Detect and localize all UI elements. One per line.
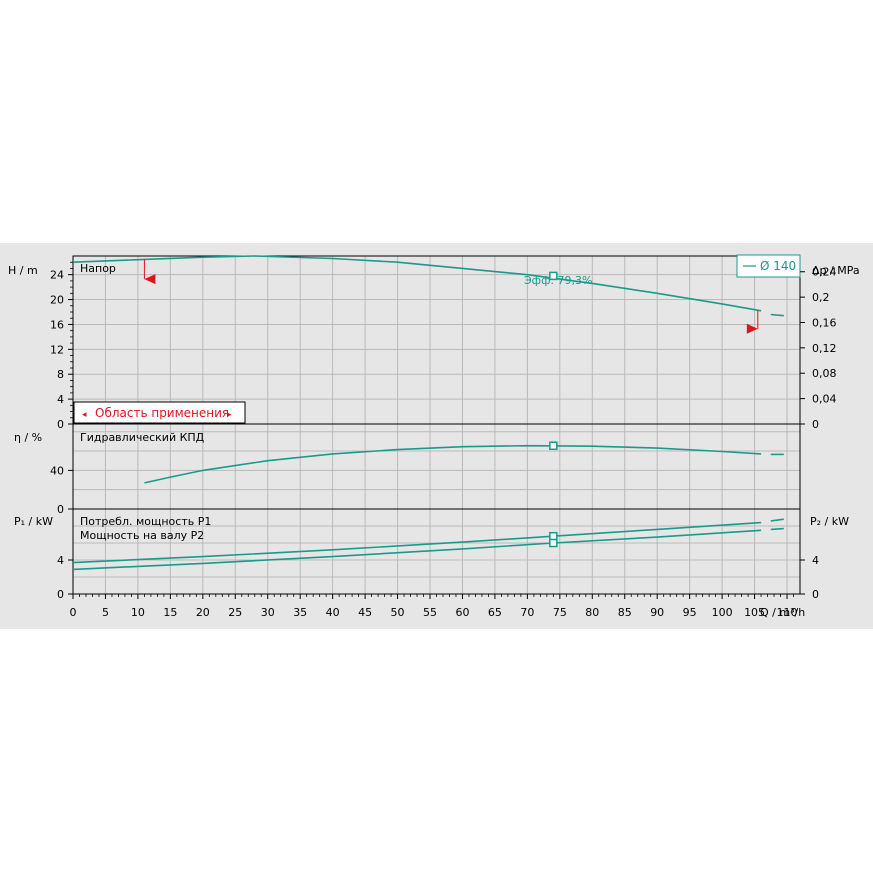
x-tick-label: 60 [455,606,469,619]
x-tick-label: 35 [293,606,307,619]
x-tick-label: 55 [423,606,437,619]
eff-y-label: η / % [14,431,42,444]
x-tick-label: 70 [520,606,534,619]
x-axis-label: Q / m³/h [760,606,805,619]
legend: Ø 140 [736,254,801,278]
curves [72,255,784,571]
efficiency-annotation: Эфф. 79,3% [524,274,592,287]
power-y-tick-label: 0 [57,588,64,601]
p1-curve [72,521,762,564]
head-y-right-tick-label: 0 [812,418,819,431]
range-arrow-left-icon: ◂ [82,410,87,420]
head-y-tick-label: 0 [57,418,64,431]
head-y-right-tick-label: 0,2 [812,291,830,304]
x-tick-label: 0 [70,606,77,619]
p2-curve-extension [770,527,784,531]
x-tick-label: 15 [163,606,177,619]
range-arrow-right-icon: ▸ [227,410,232,420]
head-y-tick-label: 24 [50,269,64,282]
x-tick-label: 95 [683,606,697,619]
x-tick-label: 100 [712,606,733,619]
power-y-right-tick-label: 0 [812,588,819,601]
pump-performance-chart: H / m Δp / MPa Напор η / % Гидравлически… [8,254,860,619]
head-y-right-tick-label: 0,16 [812,317,837,330]
head-y-tick-label: 20 [50,294,64,307]
p2-curve [72,529,762,571]
power-y-label: P₁ / kW [14,515,53,528]
x-tick-label: 20 [196,606,210,619]
power-title-p2: Мощность на валу P2 [80,529,204,542]
head-y-right-tick-label: 0,24 [812,266,837,279]
x-tick-label: 80 [585,606,599,619]
x-tick-label: 45 [358,606,372,619]
x-tick-label: 65 [488,606,502,619]
x-tick-label: 75 [553,606,567,619]
head-y-right-tick-label: 0,08 [812,367,837,380]
x-tick-label: 30 [261,606,275,619]
legend-box [736,254,801,278]
head-y-right-tick-label: 0,12 [812,342,837,355]
x-tick-label: 5 [102,606,109,619]
head-curve-extension [770,313,784,317]
head-y-tick-label: 16 [50,318,64,331]
eff-y-tick-label: 40 [50,464,64,477]
head-curve [72,255,762,312]
x-tick-label: 10 [131,606,145,619]
head-operating-point [549,271,558,281]
plot-frames [72,255,801,595]
eff-title: Гидравлический КПД [80,431,205,444]
efficiency-operating-point [549,441,558,450]
range-min-marker [144,274,156,285]
head-y-tick-label: 12 [50,343,64,356]
head-y-tick-label: 8 [57,368,64,381]
power-y-right-tick-label: 4 [812,554,819,567]
p1-operating-point [549,531,558,541]
x-tick-label: 105 [744,606,765,619]
application-range-box: ◂ Область применения ▸ [73,401,246,424]
legend-text: Ø 140 [760,259,796,273]
head-y-label: H / m [8,264,38,277]
range-max-marker [746,323,758,334]
eff-y-tick-label: 0 [57,503,64,516]
power-y-tick-label: 4 [57,554,64,567]
x-tick-label: 85 [618,606,632,619]
p1-curve-extension [770,518,784,522]
x-tick-label: 90 [650,606,664,619]
efficiency-curve [144,444,762,484]
axis-labels: H / m Δp / MPa Напор η / % Гидравлически… [8,262,860,619]
application-range-label: Область применения [95,406,229,420]
power-title-p1: Потребл. мощность P1 [80,515,211,528]
x-tick-label: 110 [777,606,798,619]
head-y-label-right: Δp / MPa [812,264,860,277]
head-y-tick-label: 4 [57,393,64,406]
power-y-label-right: P₂ / kW [810,515,849,528]
x-tick-label: 50 [391,606,405,619]
p2-operating-point [549,538,558,548]
head-y-right-tick-label: 0,04 [812,393,837,406]
x-tick-label: 25 [228,606,242,619]
application-range-frame [73,401,246,424]
chart-panel: H / m Δp / MPa Напор η / % Гидравлически… [0,243,873,629]
x-tick-label: 40 [326,606,340,619]
ticks: 0 5 10 15 20 25 30 35 40 45 50 55 60 65 70 75 80 85 90 95 10… [50,261,837,619]
head-title: Напор [80,262,116,275]
